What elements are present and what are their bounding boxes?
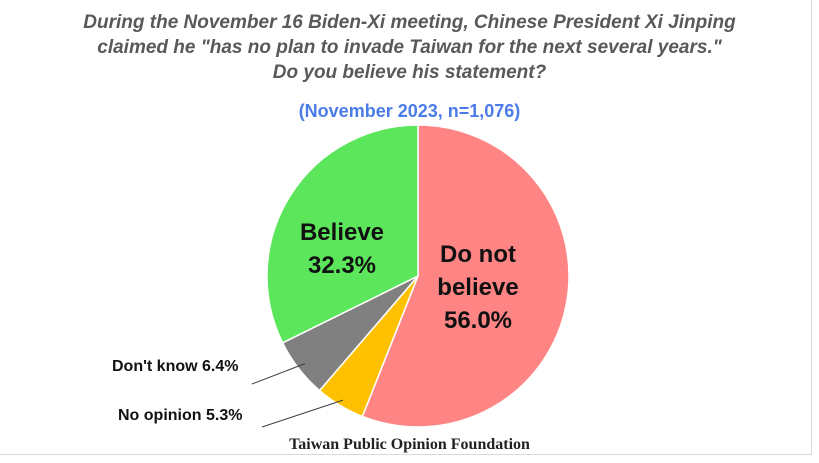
leader-line-no-opinion [261,399,344,428]
title-line-2: claimed he "has no plan to invade Taiwan… [97,37,722,58]
chart-subtitle: (November 2023, n=1,076) [298,101,521,121]
slice-label-do-not-believe: Do not believe 56.0% [437,241,518,334]
title-line-3: Do you believe his statement? [272,62,547,83]
outside-label-dont-know: Don't know 6.4% [112,358,238,375]
slice-label-believe: Believe 32.3% [300,219,384,279]
chart-frame [0,0,812,455]
leader-line-dont-know [251,363,306,385]
chart-title: During the November 16 Biden-Xi meeting,… [0,10,819,85]
source-credit: Taiwan Public Opinion Foundation [289,436,530,453]
title-line-1: During the November 16 Biden-Xi meeting,… [83,12,736,33]
outside-label-no-opinion: No opinion 5.3% [118,407,242,424]
pie-slice-do-not-believe [361,124,570,428]
pie-slice-believe [266,124,419,344]
